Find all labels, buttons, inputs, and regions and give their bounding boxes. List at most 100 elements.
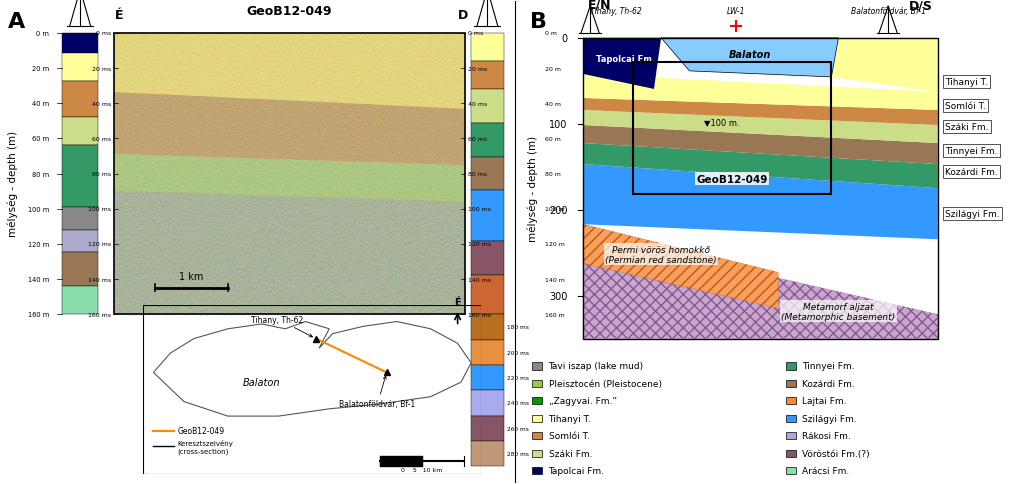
Text: Tavi iszap (lake mud): Tavi iszap (lake mud) (549, 362, 644, 371)
Text: 200: 200 (549, 205, 567, 215)
Text: 60 ms: 60 ms (92, 136, 112, 142)
Text: 120 ms: 120 ms (468, 242, 492, 247)
Bar (532, 315, 542, 340)
Text: 120 m: 120 m (28, 242, 49, 247)
Bar (532, 90, 542, 118)
Text: LW-1: LW-1 (726, 6, 744, 15)
Text: 100: 100 (550, 120, 567, 129)
Polygon shape (583, 225, 778, 309)
Text: 120 ms: 120 ms (88, 242, 112, 247)
Text: 300: 300 (550, 291, 567, 301)
Text: GeoB12-049: GeoB12-049 (247, 5, 333, 18)
Text: 80 ms: 80 ms (92, 172, 112, 177)
Text: 40 ms: 40 ms (468, 102, 487, 106)
Bar (785, 380, 796, 387)
Polygon shape (583, 165, 938, 240)
Bar (532, 287, 542, 315)
Bar (471, 191, 504, 242)
Bar (471, 157, 504, 191)
Text: 220 ms: 220 ms (507, 375, 528, 380)
Text: É/N: É/N (588, 0, 611, 12)
Text: 140 m: 140 m (28, 276, 49, 283)
Text: 1 km: 1 km (179, 272, 204, 281)
Text: 160 ms: 160 ms (88, 312, 112, 317)
Bar (532, 365, 542, 391)
Bar (471, 275, 504, 315)
Bar (471, 365, 504, 391)
Bar (583, 39, 938, 339)
Text: A: A (8, 12, 25, 32)
Bar (471, 34, 504, 62)
Text: 20 m: 20 m (545, 66, 560, 72)
Bar (471, 391, 504, 416)
Text: 100 m: 100 m (28, 206, 49, 212)
Text: 140 ms: 140 ms (88, 277, 112, 282)
Polygon shape (154, 322, 471, 416)
Bar (532, 450, 543, 457)
Text: 100 ms: 100 ms (468, 207, 490, 212)
Text: ▼100 m.: ▼100 m. (705, 118, 740, 127)
Polygon shape (583, 39, 662, 90)
Text: Balatonföldvár, Bf-1: Balatonföldvár, Bf-1 (851, 6, 926, 15)
Bar (471, 242, 504, 275)
Text: Rákosi Fm.: Rákosi Fm. (802, 431, 851, 440)
Text: Permi vörös homokkő
(Permian red sandstone): Permi vörös homokkő (Permian red sandsto… (605, 245, 717, 264)
Text: Balaton: Balaton (243, 378, 281, 387)
Polygon shape (583, 225, 938, 339)
Bar (62, 287, 98, 315)
Polygon shape (114, 34, 465, 110)
Bar (471, 62, 504, 90)
Text: Tinnyei Fm.: Tinnyei Fm. (802, 362, 854, 371)
Bar (532, 258, 542, 287)
Polygon shape (114, 93, 465, 166)
Text: 0 m: 0 m (36, 31, 49, 37)
Bar (785, 397, 796, 405)
Bar (532, 118, 542, 146)
Text: Kozárdi Fm.: Kozárdi Fm. (802, 379, 855, 388)
Text: Metamorf aljzat
(Metamorphic basement): Metamorf aljzat (Metamorphic basement) (781, 302, 896, 321)
Text: 0: 0 (562, 34, 567, 44)
Text: Somlói T.: Somlói T. (945, 102, 986, 111)
Text: 40 m: 40 m (545, 102, 560, 106)
Bar (785, 450, 796, 457)
Text: 60 ms: 60 ms (468, 136, 487, 142)
Polygon shape (583, 111, 938, 144)
Text: É: É (455, 297, 461, 307)
Bar (532, 230, 542, 258)
Polygon shape (583, 126, 938, 165)
Text: Tapolcai Fm.: Tapolcai Fm. (549, 466, 604, 475)
Bar (62, 208, 98, 230)
Polygon shape (114, 191, 465, 315)
Text: 140 m: 140 m (545, 277, 564, 282)
Text: 100 m: 100 m (545, 207, 564, 212)
Text: 160 ms: 160 ms (468, 312, 490, 317)
Text: Somlói T.: Somlói T. (549, 431, 589, 440)
Bar (62, 34, 98, 54)
Text: Szilágyi Fm.: Szilágyi Fm. (945, 210, 1000, 219)
Bar (532, 146, 542, 174)
Text: GeoB12-049: GeoB12-049 (696, 174, 768, 184)
Text: Tapolcai Fm.: Tapolcai Fm. (596, 55, 654, 64)
Text: Tihanyi T.: Tihanyi T. (549, 414, 591, 423)
Text: 60 m: 60 m (32, 136, 49, 142)
Text: 80 m: 80 m (545, 172, 560, 177)
Bar (785, 363, 796, 370)
Text: 80 ms: 80 ms (468, 172, 487, 177)
Bar (62, 230, 98, 253)
Text: Kozárdi Fm.: Kozárdi Fm. (945, 168, 998, 177)
Bar (532, 467, 543, 474)
Bar (471, 124, 504, 157)
Bar (532, 363, 543, 370)
Bar (62, 146, 98, 208)
Polygon shape (831, 39, 938, 93)
Text: mélység - depth (m): mélység - depth (m) (7, 131, 18, 237)
Bar (114, 34, 465, 315)
Text: Tihany, Th-62: Tihany, Th-62 (252, 315, 312, 337)
Text: Tinnyei Fm.: Tinnyei Fm. (945, 147, 998, 156)
Bar (532, 62, 542, 90)
Text: 160 m: 160 m (28, 312, 49, 318)
Polygon shape (662, 39, 839, 78)
Bar (532, 34, 542, 62)
Text: 0    5   10 km: 0 5 10 km (401, 467, 442, 472)
Bar (62, 82, 98, 118)
